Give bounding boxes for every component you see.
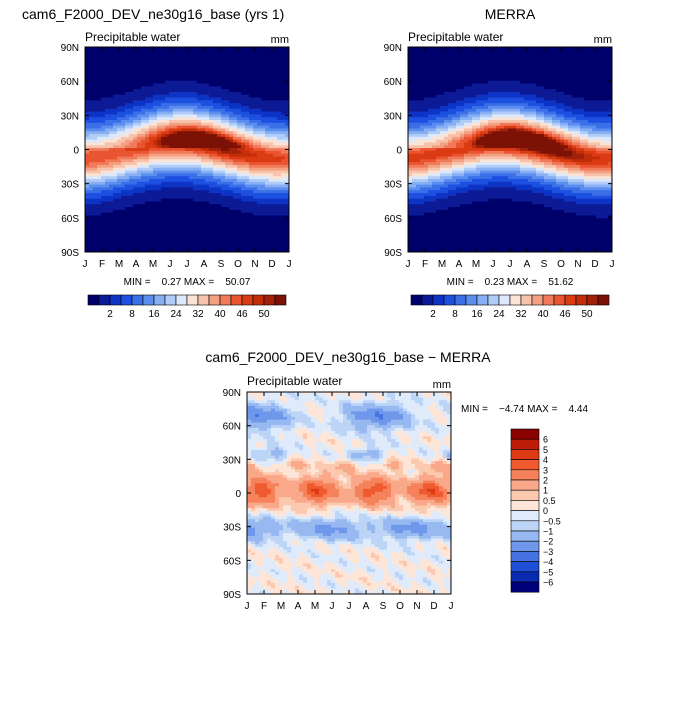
colorbar-swatch <box>220 295 231 305</box>
panel-model-y-tick: 90N <box>61 43 79 54</box>
panel-model-colorbar-label: 50 <box>258 309 270 320</box>
panel-model-contour-field <box>85 47 290 253</box>
panel-model-y-tick: 30N <box>61 111 79 122</box>
panel-model-y-tick: 60S <box>61 214 79 225</box>
panel-model-y-tick: 30S <box>61 180 79 191</box>
colorbar-swatch <box>209 295 220 305</box>
panel-model-x-tick: A <box>201 259 208 270</box>
colorbar-swatch <box>99 295 110 305</box>
colorbar-swatch <box>198 295 209 305</box>
panel-model-colorbar-label: 32 <box>192 309 204 320</box>
panel-model-x-tick: J <box>168 259 173 270</box>
panel-model-y-tick: 90S <box>61 248 79 259</box>
panel-model: cam6_F2000_DEV_ne30g16_base (yrs 1) Prec… <box>22 6 292 320</box>
panel-model-colorbar-label: 2 <box>107 309 113 320</box>
panel-model-colorbar-label: 40 <box>214 309 226 320</box>
colorbar-swatch <box>253 295 264 305</box>
panel-model-colorbar-labels: 2 8 16 24 32 40 46 50 <box>107 309 270 320</box>
panel-model-y-tick: 0 <box>73 146 79 157</box>
panel-model-y-tick: 60N <box>61 77 79 88</box>
panel-model-x-tick: D <box>268 259 275 270</box>
panel-merra-title: MERRA <box>485 6 536 22</box>
colorbar-swatch <box>110 295 121 305</box>
panel-merra-contour-field <box>408 47 613 253</box>
panel-model-y-axis: 90N 60N 30N 0 30S 60S 90S <box>61 43 80 259</box>
colorbar-swatch <box>176 295 187 305</box>
colorbar-swatch <box>264 295 275 305</box>
panel-model-x-tick: J <box>287 259 292 270</box>
panel-model-x-tick: J <box>83 259 88 270</box>
colorbar-swatch <box>121 295 132 305</box>
colorbar-swatch <box>231 295 242 305</box>
panel-model-x-tick: M <box>115 259 123 270</box>
panel-model-min-max: MIN = 0.27 MAX = 50.07 <box>124 277 251 288</box>
panel-merra-units: mm <box>594 34 612 46</box>
colorbar-swatch <box>275 295 286 305</box>
panel-model-colorbar-label: 24 <box>170 309 182 320</box>
colorbar-swatch <box>187 295 198 305</box>
colorbar-swatch <box>154 295 165 305</box>
panel-model-x-tick: M <box>149 259 157 270</box>
panel-merra: MERRA Precipitable water mm 90N 60N 30N … <box>384 6 615 320</box>
panel-model-colorbar-label: 16 <box>148 309 160 320</box>
panel-model-x-tick: J <box>185 259 190 270</box>
colorbar-swatch <box>242 295 253 305</box>
panel-model-title: cam6_F2000_DEV_ne30g16_base (yrs 1) <box>22 6 284 22</box>
panel-model-x-tick: N <box>251 259 258 270</box>
colorbar-swatch <box>88 295 99 305</box>
panel-merra-variable-label: Precipitable water <box>408 30 503 44</box>
colorbar-swatch <box>143 295 154 305</box>
panel-model-variable-label: Precipitable water <box>85 30 180 44</box>
panel-model-colorbar <box>88 295 286 305</box>
panel-model-colorbar-label: 8 <box>129 309 135 320</box>
panel-model-x-axis: J F M A M J J A S O N D J <box>83 259 292 270</box>
panel-model-colorbar-label: 46 <box>236 309 248 320</box>
panel-model-x-tick: O <box>234 259 242 270</box>
panel-model-x-tick: S <box>218 259 225 270</box>
colorbar-swatch <box>165 295 176 305</box>
panel-model-units: mm <box>271 34 289 46</box>
colorbar-swatch <box>132 295 143 305</box>
panel-model-x-tick: A <box>133 259 140 270</box>
panel-model-x-tick: F <box>99 259 105 270</box>
